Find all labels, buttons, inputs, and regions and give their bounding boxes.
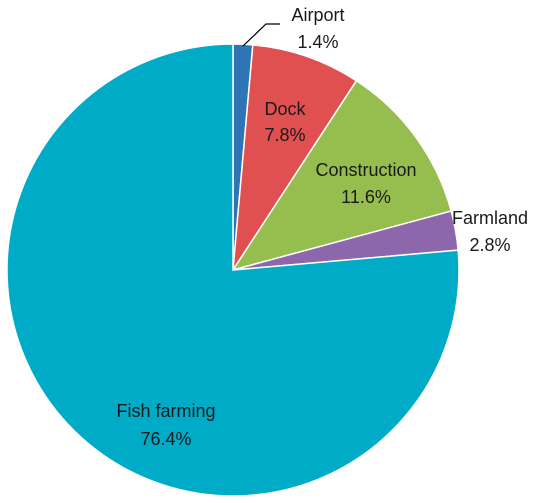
slice-label-construction: Construction 11.6% <box>315 160 416 207</box>
slice-name-construction: Construction <box>315 160 416 180</box>
slice-name-dock: Dock <box>264 99 306 119</box>
slice-percent-airport: 1.4% <box>297 32 338 52</box>
pie-slice-fish-farming <box>6 43 460 497</box>
slice-name-airport: Airport <box>291 5 344 25</box>
leader-line-airport <box>242 23 280 47</box>
slice-label-farmland: Farmland 2.8% <box>452 208 528 255</box>
slices-layer <box>6 43 460 497</box>
pie-slice-construction <box>231 79 453 272</box>
labels-layer: Airport 1.4% Dock 7.8% Construction 11.6% Farm… <box>116 5 528 449</box>
slice-name-fish-farming: Fish farming <box>116 401 215 421</box>
slice-percent-fish-farming: 76.4% <box>140 429 191 449</box>
slice-label-airport: Airport 1.4% <box>291 5 344 52</box>
slice-percent-dock: 7.8% <box>264 125 305 145</box>
slice-percent-farmland: 2.8% <box>469 235 510 255</box>
slice-label-fish-farming: Fish farming 76.4% <box>116 401 215 449</box>
slice-name-farmland: Farmland <box>452 208 528 228</box>
slice-percent-construction: 11.6% <box>341 187 391 207</box>
pie-slice-dock <box>232 44 358 271</box>
slice-label-dock: Dock 7.8% <box>264 99 306 145</box>
leader-lines-layer <box>242 23 280 47</box>
